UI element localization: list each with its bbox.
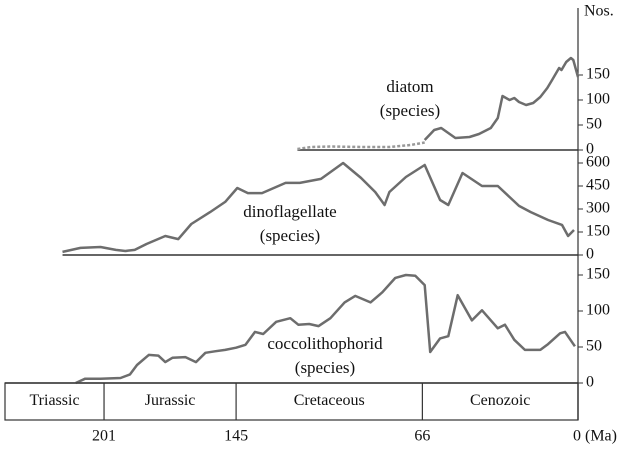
panel-label: (species) [260, 226, 320, 245]
panel-label: dinoflagellate [243, 202, 336, 221]
period-name: Cretaceous [294, 392, 365, 409]
series-line [75, 273, 576, 385]
y-tick-label: 600 [586, 154, 610, 171]
y-tick-label: 150 [586, 223, 610, 240]
y-tick-label: 100 [586, 302, 610, 319]
series-line [297, 141, 425, 151]
panel-label: (species) [295, 358, 355, 377]
y-tick-label: 50 [586, 338, 602, 355]
panel-label: diatom [386, 77, 433, 96]
period-name: Triassic [29, 392, 79, 409]
y-tick-label: 100 [586, 91, 610, 108]
x-tick-label: 66 [414, 428, 430, 445]
y-tick-label: 300 [586, 200, 610, 217]
y-axis-label: Nos. [584, 3, 614, 20]
series-line [423, 56, 580, 141]
period-name: Cenozoic [470, 392, 530, 409]
y-tick-label: 0 [586, 374, 594, 391]
y-tick-label: 150 [586, 266, 610, 283]
x-tick-label: 201 [92, 428, 116, 445]
y-tick-label: 0 [586, 246, 594, 263]
series-line [62, 161, 575, 254]
panel-label: coccolithophorid [267, 334, 383, 353]
y-tick-label: 50 [586, 116, 602, 133]
y-tick-label: 450 [586, 177, 610, 194]
period-name: Jurassic [145, 392, 196, 409]
y-tick-label: 150 [586, 66, 610, 83]
x-tick-label: 0 (Ma) [573, 428, 617, 445]
x-tick-label: 145 [224, 428, 248, 445]
panel-label: (species) [380, 101, 440, 120]
y-tick-label: 0 [586, 141, 594, 158]
